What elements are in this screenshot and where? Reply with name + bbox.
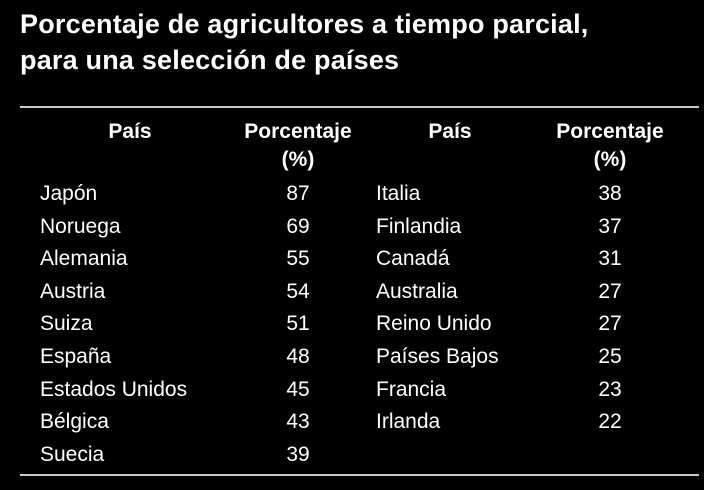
country-cell: Australia [376,279,458,303]
percent-cell: 39 [286,442,310,466]
country-cell: Alemania [40,247,128,271]
country-cell: Bélgica [40,410,109,434]
country-cell: Irlanda [376,410,441,434]
percent-cell: 37 [598,214,622,238]
title-line-2: para una selección de países [20,45,400,75]
percent-cell: 25 [598,344,622,368]
header-percent-left: Porcentaje (%) [228,118,368,174]
percent-cell: 43 [286,410,310,434]
country-cell: Suiza [40,312,93,336]
table-top-rule [20,106,699,108]
table-row: España 48 Países Bajos 25 [0,341,704,374]
table-row: Noruega 69 Finlandia 37 [0,211,704,244]
country-cell: España [40,344,112,368]
title-line-1: Porcentaje de agricultores a tiempo parc… [20,9,589,39]
page-title: Porcentaje de agricultores a tiempo parc… [20,6,700,78]
country-cell: Canadá [376,247,450,271]
percent-cell: 51 [286,312,310,336]
table-body: Japón 87 Italia 38 Noruega 69 Finlandia … [0,178,704,471]
country-cell: Finlandia [376,214,462,238]
percent-cell: 27 [598,312,622,336]
percent-cell: 54 [286,279,310,303]
percent-cell: 31 [598,247,622,271]
percent-cell: 23 [598,377,622,401]
country-cell: Suecia [40,442,105,466]
country-cell: Reino Unido [376,312,492,336]
table-row: Estados Unidos 45 Francia 23 [0,374,704,407]
header-percent-right-line2: (%) [593,148,627,171]
table-row: Japón 87 Italia 38 [0,178,704,211]
table-row: Suiza 51 Reino Unido 27 [0,308,704,341]
country-cell: Estados Unidos [40,377,188,401]
country-cell: Japón [40,182,98,205]
header-country-right-label: País [428,120,472,143]
percent-cell: 45 [286,377,310,401]
percent-cell: 87 [286,182,310,205]
country-cell: Francia [376,377,447,401]
country-cell: Noruega [40,214,121,238]
header-percent-left-line2: (%) [281,148,315,171]
percent-cell: 55 [286,247,310,271]
table-bottom-rule [20,474,699,476]
percent-cell: 22 [598,410,622,434]
country-cell: Italia [376,182,421,205]
percent-cell: 38 [598,182,622,205]
table-row: Austria 54 Australia 27 [0,276,704,309]
header-percent-left-line1: Porcentaje [244,120,352,143]
header-percent-right-line1: Porcentaje [556,120,664,143]
header-country-right: País [400,118,500,146]
header-percent-right: Porcentaje (%) [540,118,680,174]
percent-cell: 48 [286,344,310,368]
table-row: Alemania 55 Canadá 31 [0,243,704,276]
table-row: Suecia 39 [0,439,704,472]
country-cell: Austria [40,279,106,303]
percent-cell: 69 [286,214,310,238]
country-cell: Países Bajos [376,344,499,368]
table-row: Bélgica 43 Irlanda 22 [0,406,704,439]
header-country-left: País [80,118,180,146]
header-country-left-label: País [108,120,152,143]
percent-cell: 27 [598,279,622,303]
